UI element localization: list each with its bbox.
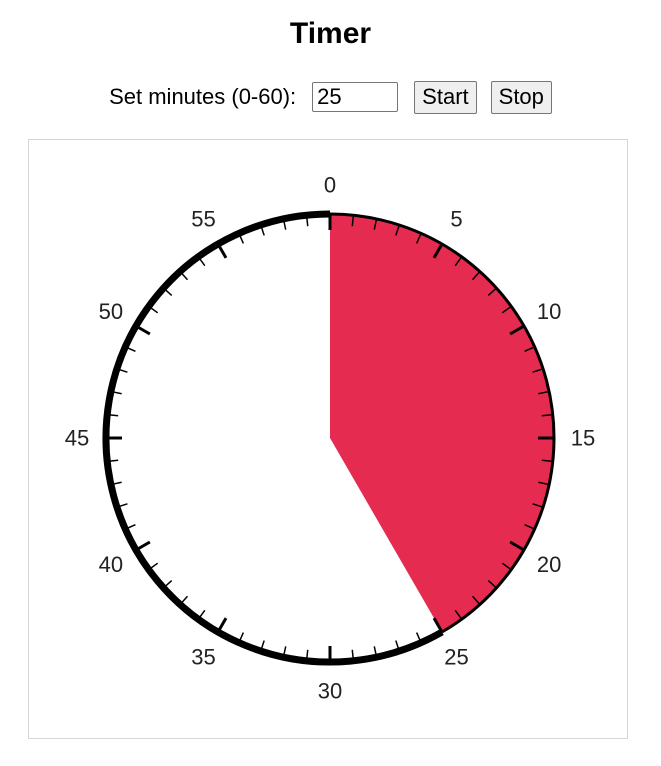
minutes-label: Set minutes (0-60): <box>109 84 297 109</box>
dial-label-50: 50 <box>99 299 123 324</box>
start-button[interactable]: Start <box>414 80 477 114</box>
minor-tick <box>487 579 497 589</box>
minor-tick <box>454 256 463 267</box>
timer-controls: Set minutes (0-60): Start Stop <box>0 78 661 116</box>
dial-ring-elapsed <box>102 210 444 666</box>
dial-label-35: 35 <box>191 645 215 670</box>
minor-tick <box>524 346 535 353</box>
dial-label-5: 5 <box>450 206 462 231</box>
minor-tick <box>541 413 553 417</box>
timer-dial[interactable]: 0 5 10 15 20 25 30 35 40 45 50 55 <box>29 140 627 738</box>
minutes-input[interactable] <box>312 82 399 112</box>
minor-tick <box>532 368 544 373</box>
minor-tick <box>415 233 422 244</box>
dial-label-30: 30 <box>318 679 342 704</box>
timer-dial-panel: 0 5 10 15 20 25 30 35 40 45 50 55 <box>28 139 628 739</box>
dial-label-55: 55 <box>191 206 215 231</box>
dial-label-40: 40 <box>99 552 123 577</box>
minor-tick <box>501 305 512 314</box>
dial-label-25: 25 <box>444 645 468 670</box>
minor-tick <box>524 523 535 530</box>
minor-tick <box>471 271 481 281</box>
minor-tick <box>532 503 544 508</box>
minor-tick <box>351 215 355 227</box>
major-tick <box>432 243 444 259</box>
stop-button[interactable]: Stop <box>490 80 552 114</box>
dial-label-0: 0 <box>324 173 336 198</box>
minor-tick <box>538 390 550 395</box>
remaining-time-sector <box>330 214 554 632</box>
page-title: Timer <box>289 17 372 50</box>
minor-tick <box>501 562 512 571</box>
major-tick <box>509 324 525 336</box>
dial-ring-remaining <box>329 212 556 634</box>
dial-label-45: 45 <box>65 426 89 451</box>
dial-label-15: 15 <box>571 426 595 451</box>
minor-tick <box>454 609 463 620</box>
minor-tick <box>541 459 553 463</box>
dial-label-10: 10 <box>537 299 561 324</box>
dial-label-20: 20 <box>537 552 561 577</box>
minor-tick <box>487 287 497 297</box>
minor-tick <box>373 218 378 230</box>
major-tick <box>509 540 525 552</box>
minor-tick <box>395 224 400 236</box>
minor-tick <box>538 481 550 486</box>
minor-tick <box>471 595 481 605</box>
